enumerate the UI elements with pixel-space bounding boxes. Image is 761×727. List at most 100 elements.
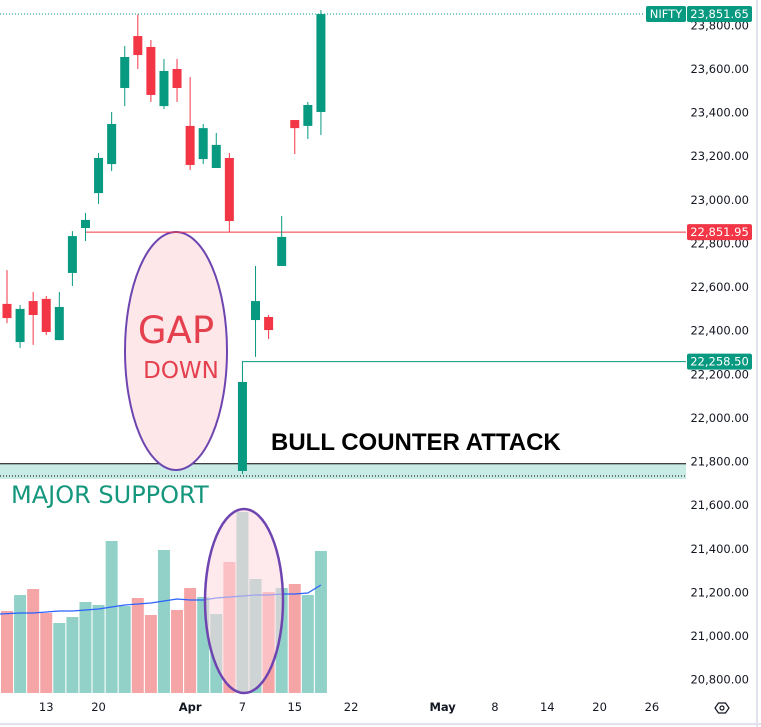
volume-bar — [1, 611, 13, 693]
candle-body — [251, 301, 261, 321]
volume-bar — [184, 588, 197, 693]
candle-body — [28, 301, 38, 316]
x-tick-label: Apr — [179, 700, 202, 714]
last-price-label-bg — [687, 6, 752, 23]
candle-body — [172, 69, 182, 88]
x-tick-label: 22 — [344, 700, 359, 714]
symbol-label: NIFTY — [650, 7, 683, 21]
candle-body — [54, 306, 64, 341]
volume-spike-ellipse[interactable] — [203, 507, 285, 695]
candle[interactable] — [290, 120, 300, 155]
candle[interactable] — [80, 212, 90, 242]
candle[interactable] — [28, 291, 38, 345]
y-tick-label: 22,600.00 — [690, 280, 749, 294]
candle[interactable] — [251, 265, 261, 357]
candle[interactable] — [303, 101, 313, 140]
y-tick-label: 23,600.00 — [690, 62, 749, 76]
volume-bar — [131, 598, 144, 693]
candle[interactable] — [224, 152, 234, 233]
candle-body — [133, 36, 143, 56]
volume-bar — [288, 584, 301, 693]
horizontal-line[interactable] — [241, 361, 686, 382]
symbol-label-bg — [646, 6, 686, 23]
y-tick-label: 21,400.00 — [690, 542, 749, 556]
candle[interactable] — [172, 58, 182, 102]
candle-body — [67, 236, 77, 273]
candle[interactable] — [54, 291, 64, 341]
candle-body — [303, 104, 313, 126]
candle-body — [290, 120, 300, 129]
candle[interactable] — [15, 304, 25, 348]
candle[interactable] — [146, 39, 156, 102]
candle[interactable] — [316, 10, 326, 136]
volume-bar — [171, 610, 184, 693]
x-tick-label: 14 — [540, 700, 555, 714]
line-price-label-bg — [687, 353, 752, 370]
y-tick-label: 23,200.00 — [690, 149, 749, 163]
y-tick-label: 21,600.00 — [690, 498, 749, 512]
line-price-label: 22,851.95 — [690, 225, 749, 239]
candle-body — [107, 123, 117, 165]
volume-bar — [118, 606, 131, 693]
gap-label-2: DOWN — [143, 358, 219, 384]
candle-body — [198, 128, 208, 160]
candle[interactable] — [185, 77, 195, 170]
candle-body — [94, 157, 104, 194]
candle[interactable] — [41, 296, 51, 336]
candle[interactable] — [159, 58, 169, 109]
settings-icon-center — [719, 705, 725, 711]
volume-bar — [144, 615, 157, 693]
candle[interactable] — [94, 152, 104, 205]
bull-counter-attack-label: BULL COUNTER ATTACK — [271, 429, 561, 456]
x-tick-label: 20 — [91, 700, 106, 714]
volume-bar — [92, 605, 105, 693]
x-tick-label: 20 — [592, 700, 607, 714]
candle-body — [224, 157, 234, 222]
x-tick-label: May — [429, 700, 456, 714]
candle[interactable] — [2, 270, 12, 324]
line-price-label: 22,258.50 — [690, 355, 749, 369]
candle[interactable] — [133, 14, 143, 69]
x-tick-label: 15 — [287, 700, 302, 714]
y-tick-label: 22,400.00 — [690, 324, 749, 338]
candle-body — [146, 46, 156, 95]
candle-body — [277, 236, 287, 266]
volume-bar — [314, 551, 327, 693]
candle-body — [316, 14, 326, 112]
candle-body — [237, 381, 247, 471]
candle[interactable] — [120, 46, 130, 107]
candle-body — [120, 57, 130, 88]
volume-bar — [66, 617, 79, 693]
candle[interactable] — [237, 381, 247, 475]
candle[interactable] — [67, 231, 77, 287]
candle[interactable] — [277, 216, 287, 266]
settings-icon[interactable] — [714, 702, 730, 714]
candle-body — [185, 125, 195, 165]
candle-body — [159, 70, 169, 107]
support-zone[interactable] — [0, 463, 686, 480]
candle[interactable] — [107, 111, 117, 172]
last-price-label: 23,851.65 — [690, 7, 749, 21]
volume-bar — [40, 613, 53, 693]
candle-body — [2, 303, 12, 319]
major-support-label: MAJOR SUPPORT — [11, 481, 209, 509]
y-tick-label: 22,200.00 — [690, 367, 749, 381]
x-tick-label: 7 — [239, 700, 246, 714]
y-tick-label: 21,200.00 — [690, 585, 749, 599]
candle[interactable] — [211, 132, 221, 169]
volume-bar — [53, 623, 66, 693]
candle-body — [264, 316, 274, 331]
gap-label-1: GAP — [138, 309, 214, 352]
y-tick-label: 23,400.00 — [690, 106, 749, 120]
settings-icon-hex — [714, 702, 730, 714]
y-tick-label: 21,800.00 — [690, 455, 749, 469]
volume-bar — [301, 595, 314, 693]
x-tick-label: 8 — [491, 700, 498, 714]
candle-body — [80, 219, 90, 228]
candle[interactable] — [264, 315, 274, 340]
candle[interactable] — [198, 123, 208, 165]
y-tick-label: 21,000.00 — [690, 629, 749, 643]
candle-body — [41, 298, 51, 333]
volume-bar — [157, 550, 170, 693]
